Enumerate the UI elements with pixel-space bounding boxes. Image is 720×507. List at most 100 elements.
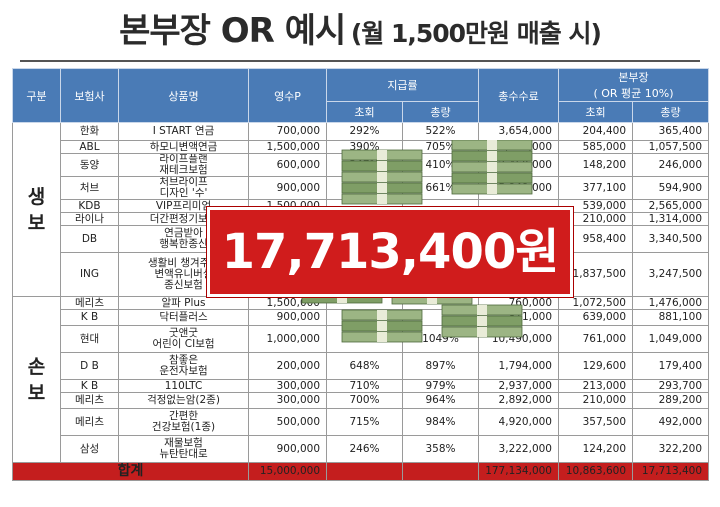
manager-first-cell: 761,000 xyxy=(558,325,633,353)
manager-total-cell: 365,400 xyxy=(631,122,710,141)
premium-cell: 300,000 xyxy=(248,379,327,393)
header-payout-total: 총량 xyxy=(402,101,479,123)
header-total-fee: 총수수료 xyxy=(478,68,559,123)
product-cell: 110LTC xyxy=(118,379,249,393)
payout-total-cell: 964% xyxy=(402,392,479,409)
payout-total-cell: 522% xyxy=(402,122,479,141)
company-cell: DB xyxy=(60,225,119,253)
total-empty-cell xyxy=(402,462,479,481)
company-cell: 현대 xyxy=(60,325,119,353)
total-label: 합계 xyxy=(12,462,249,481)
table-row: 생 보 한화 I START 연금 700,000 292% 522% 3,654,000 20… xyxy=(12,122,710,297)
header-premium: 영수P xyxy=(248,68,327,123)
product-cell: 재물보험 뉴탄탄대로 xyxy=(118,435,249,463)
total-empty-cell xyxy=(326,462,403,481)
payout-total-cell: 984% xyxy=(402,408,479,436)
company-cell: ING xyxy=(60,252,119,297)
money-band xyxy=(337,293,347,303)
manager-total-cell: 293,700 xyxy=(631,379,710,393)
money-band xyxy=(377,321,387,331)
company-cell: ABL xyxy=(60,140,119,154)
header-manager-title: 본부장 xyxy=(618,71,649,84)
manager-total-cell: 3,247,500 xyxy=(631,252,710,297)
money-band xyxy=(487,140,497,150)
payout-first-cell: 700% xyxy=(326,392,403,409)
company-cell: 메리츠 xyxy=(60,296,119,310)
table-row: D B 참좋은 운전자보험 200,000 648% 897% 1,794,000 129,6… xyxy=(13,352,710,380)
company-cell: D B xyxy=(60,352,119,380)
payout-total-cell: 979% xyxy=(402,379,479,393)
company-cell: 라이나 xyxy=(60,212,119,226)
money-band xyxy=(377,150,387,160)
page-title: 본부장 OR 예시 (월 1,500만원 매출 시) xyxy=(0,0,720,62)
company-cell: 한화 xyxy=(60,122,119,141)
manager-total-cell: 2,565,000 xyxy=(631,199,710,213)
manager-total-cell: 1,049,000 xyxy=(631,325,710,353)
manager-total-cell: 1,314,000 xyxy=(631,212,710,226)
total-row: 합계 15,000,000 177,134,000 10,863,600 17,713,… xyxy=(12,462,710,481)
header-manager-note: ( OR 평균 10%) xyxy=(593,87,674,100)
header-manager: 본부장 ( OR 평균 10%) xyxy=(557,68,710,102)
company-cell: KDB xyxy=(60,199,119,213)
header-manager-total: 총량 xyxy=(631,101,710,123)
money-band xyxy=(487,173,497,183)
total-fee-cell: 1,794,000 xyxy=(478,352,559,380)
manager-first-cell: 357,500 xyxy=(558,408,633,436)
product-cell: 닥터플러스 xyxy=(118,309,249,326)
money-band xyxy=(377,161,387,171)
money-band xyxy=(377,332,387,342)
product-cell: 걱정없는암(2종) xyxy=(118,392,249,409)
company-cell: 삼성 xyxy=(60,435,119,463)
money-band xyxy=(477,327,487,337)
payout-first-cell: 292% xyxy=(326,122,403,141)
title-sub: (월 1,500만원 매출 시) xyxy=(350,19,602,48)
payout-first-cell: 246% xyxy=(326,435,403,463)
company-cell: 메리츠 xyxy=(60,408,119,436)
premium-cell: 300,000 xyxy=(248,392,327,409)
total-fee-cell: 3,222,000 xyxy=(478,435,559,463)
total-manager-first: 10,863,600 xyxy=(558,462,633,481)
total-fee: 177,134,000 xyxy=(478,462,559,481)
money-band xyxy=(377,310,387,320)
total-manager-total: 17,713,400 xyxy=(631,462,710,481)
header-product: 상품명 xyxy=(118,68,249,123)
company-cell: 메리츠 xyxy=(60,392,119,409)
premium-cell: 500,000 xyxy=(248,408,327,436)
money-band xyxy=(477,305,487,315)
company-cell: K B xyxy=(60,379,119,393)
product-cell: 알파 Plus xyxy=(118,296,249,310)
product-cell: I START 연금 xyxy=(118,122,249,141)
premium-cell: 900,000 xyxy=(248,435,327,463)
money-band xyxy=(487,151,497,161)
money-band xyxy=(427,294,437,304)
money-band xyxy=(377,172,387,182)
table-row: K B 110LTC 300,000 710% 979% 2,937,000 213,000… xyxy=(13,379,710,393)
payout-first-cell: 710% xyxy=(326,379,403,393)
company-cell: 동양 xyxy=(60,153,119,177)
money-band xyxy=(477,316,487,326)
manager-total-cell: 1,057,500 xyxy=(631,140,710,154)
payout-total-cell: 358% xyxy=(402,435,479,463)
manager-total-cell: 289,200 xyxy=(631,392,710,409)
manager-first-cell: 124,200 xyxy=(558,435,633,463)
table-row: 메리츠 걱정없는암(2종) 300,000 700% 964% 2,892,000 210,… xyxy=(13,392,710,409)
manager-total-cell: 179,400 xyxy=(631,352,710,380)
manager-first-cell: 210,000 xyxy=(558,392,633,409)
company-cell: 처브 xyxy=(60,176,119,200)
total-premium: 15,000,000 xyxy=(248,462,327,481)
product-cell: 하모니변액연금 xyxy=(118,140,249,154)
product-cell: 라이프플랜 재테크보험 xyxy=(118,153,249,177)
product-cell: 굿앤굿 어린이 CI보험 xyxy=(118,325,249,353)
money-band xyxy=(377,183,387,193)
product-cell: 간편한 건강보험(1종) xyxy=(118,408,249,436)
table-row: 삼성 재물보험 뉴탄탄대로 900,000 246% 358% 3,222,000 124,2… xyxy=(13,435,710,463)
header-gubun: 구분 xyxy=(12,68,61,123)
money-band xyxy=(487,184,497,194)
manager-first-cell: 213,000 xyxy=(558,379,633,393)
company-cell: K B xyxy=(60,309,119,326)
total-fee-cell: 3,654,000 xyxy=(478,122,559,141)
total-amount-banner: 17,713,400원 xyxy=(207,207,573,297)
manager-total-cell: 1,476,000 xyxy=(631,296,710,310)
premium-cell: 700,000 xyxy=(248,122,327,141)
money-band xyxy=(487,162,497,172)
